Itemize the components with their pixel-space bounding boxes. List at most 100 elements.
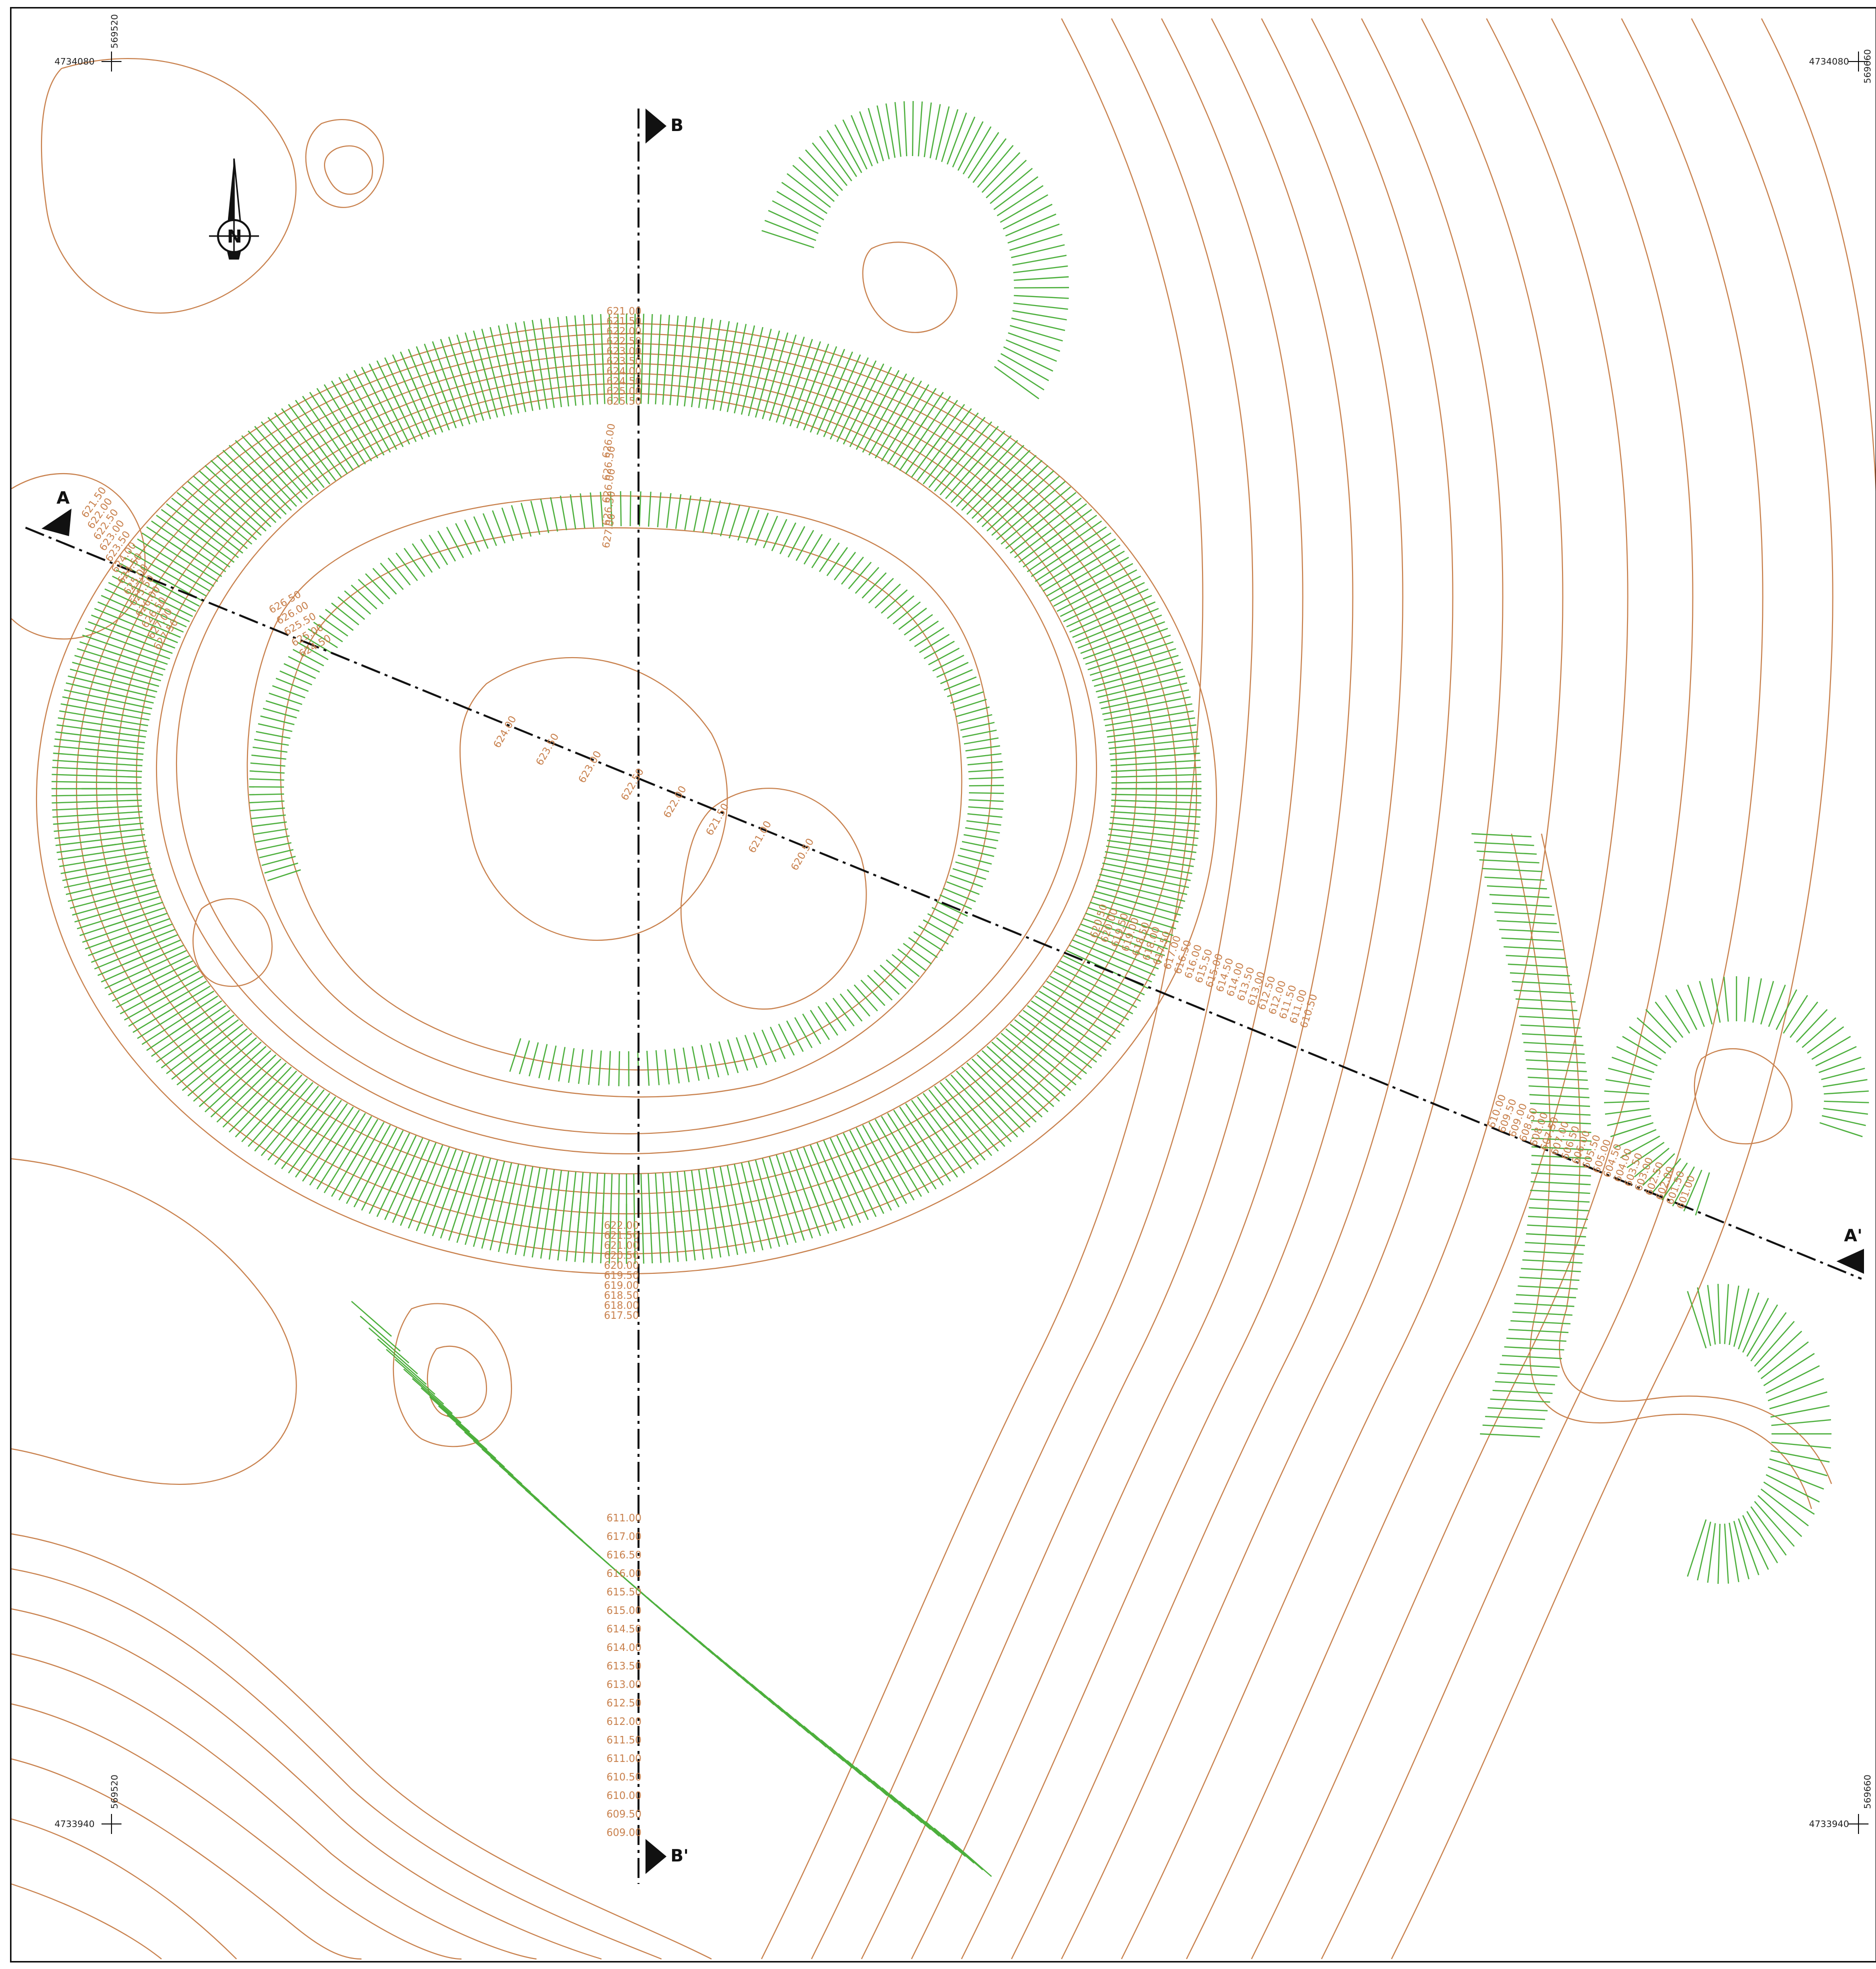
hachure-tick bbox=[1012, 255, 1067, 266]
hachure-tick bbox=[657, 492, 662, 528]
section-marker-a-prime[interactable]: A' bbox=[1836, 1226, 1864, 1274]
hachure-tick bbox=[675, 494, 682, 529]
elevation-label: 614.00 bbox=[606, 1641, 642, 1653]
hachure-tick bbox=[171, 543, 198, 561]
hachure-tick bbox=[1770, 1405, 1830, 1418]
hachure-tick bbox=[1100, 689, 1190, 710]
elevation-label: 624.00 bbox=[606, 365, 642, 377]
hachure-tick bbox=[82, 807, 112, 810]
hachure-tick bbox=[286, 440, 306, 465]
hachure-tick bbox=[806, 1177, 819, 1206]
map-canvas[interactable]: A A' B B' N 4734080 569520 4734080 56966… bbox=[12, 9, 1876, 1962]
hachure-tick bbox=[1604, 1100, 1650, 1103]
hachure-tick bbox=[990, 168, 1033, 204]
hachure-tick bbox=[864, 1773, 905, 1810]
hachure-tick bbox=[313, 622, 343, 643]
hachure-tick bbox=[264, 862, 298, 874]
hachure-tick bbox=[346, 1124, 391, 1204]
hachure-tick bbox=[1527, 1224, 1588, 1229]
hachure-tick bbox=[1038, 538, 1116, 587]
elevation-label: 612.50 bbox=[606, 1697, 642, 1709]
hachure-tick bbox=[1489, 894, 1550, 898]
hachure-tick bbox=[796, 530, 814, 561]
hachure-tick bbox=[82, 634, 168, 665]
elevation-label: 610.50 bbox=[606, 1771, 642, 1783]
hachure-tick bbox=[394, 1359, 436, 1395]
hachure-tick bbox=[692, 1046, 700, 1081]
hachure-tick bbox=[874, 970, 900, 995]
hachure-tick bbox=[834, 552, 856, 581]
hachure-tick bbox=[810, 349, 846, 433]
hachure-tick bbox=[464, 1431, 505, 1468]
hachure-tick bbox=[823, 354, 861, 438]
hachure-tick bbox=[390, 1162, 404, 1190]
hachure-tick bbox=[718, 1197, 724, 1227]
hachure-tick bbox=[1069, 945, 1152, 983]
hachure-tick bbox=[116, 632, 145, 644]
elevation-label: 622.50 bbox=[606, 335, 642, 347]
hachure-tick bbox=[1014, 503, 1087, 559]
section-line-a[interactable] bbox=[25, 527, 1862, 1280]
hachure-tick bbox=[260, 421, 319, 492]
hachure-tick bbox=[748, 329, 772, 417]
hachure-tick bbox=[70, 885, 158, 909]
hachure-tick bbox=[944, 676, 977, 691]
hachure-tick bbox=[711, 500, 721, 535]
elevation-label: 623.50 bbox=[606, 355, 642, 367]
hachure-tick bbox=[761, 1029, 776, 1062]
hachure-tick bbox=[1606, 1079, 1650, 1087]
hachure-tick bbox=[1496, 920, 1557, 925]
hachure-tick bbox=[582, 315, 591, 405]
hachure-tick bbox=[998, 481, 1021, 503]
hachure-tick bbox=[654, 314, 662, 405]
hachure-tick bbox=[986, 160, 1027, 199]
section-marker-a[interactable]: A bbox=[42, 488, 72, 536]
hachure-tick bbox=[927, 913, 959, 931]
hachure-tick bbox=[1754, 1501, 1795, 1547]
hachure-tick bbox=[552, 347, 558, 378]
hachure-tick bbox=[166, 503, 239, 559]
section-marker-b-prime[interactable]: B' bbox=[646, 1839, 688, 1874]
hachure-tick bbox=[968, 806, 1004, 810]
hachure-tick bbox=[249, 1088, 272, 1111]
hachure-tick bbox=[720, 502, 731, 537]
hachure-tick bbox=[368, 1327, 410, 1364]
hachure-tick bbox=[557, 1171, 570, 1261]
hachure-tick bbox=[1517, 1007, 1578, 1012]
hachure-tick bbox=[776, 191, 824, 221]
elevation-label: 621.50 bbox=[606, 315, 642, 327]
section-marker-b[interactable]: B bbox=[646, 109, 684, 144]
hachure-tick bbox=[964, 834, 998, 842]
hachure-tick bbox=[617, 1173, 620, 1264]
hachure-tick bbox=[662, 1172, 670, 1263]
hachure-tick bbox=[1746, 1511, 1778, 1563]
hachure-tick bbox=[1746, 1304, 1778, 1357]
svg-text:569520: 569520 bbox=[110, 1774, 120, 1809]
hachure-tick bbox=[1111, 799, 1202, 804]
hachure-tick bbox=[916, 1814, 958, 1850]
hachure-tick bbox=[1530, 1189, 1590, 1194]
hachure-tick bbox=[254, 426, 314, 496]
hachure-tick bbox=[346, 1144, 363, 1171]
hachure-tick bbox=[1116, 650, 1146, 661]
hachure-tick bbox=[1531, 1172, 1592, 1177]
hachure-tick bbox=[108, 650, 137, 661]
hachure-tick bbox=[53, 817, 143, 825]
hachure-tick bbox=[1480, 1433, 1540, 1438]
topographic-map[interactable]: A A' B B' N 4734080 569520 4734080 56966… bbox=[10, 7, 1876, 1962]
hachure-tick bbox=[146, 985, 174, 1000]
hachure-tick bbox=[1042, 1032, 1068, 1051]
hachure-tick bbox=[868, 578, 894, 604]
hachure-tick bbox=[662, 315, 670, 405]
hachure-tick bbox=[187, 1037, 257, 1097]
hachure-tick bbox=[899, 396, 951, 471]
hachure-tick bbox=[909, 620, 939, 642]
hachure-tick bbox=[250, 814, 286, 819]
hachure-tick bbox=[1482, 1424, 1543, 1429]
hachure-tick bbox=[700, 1045, 710, 1079]
hachure-tick bbox=[892, 601, 921, 625]
hachure-tick bbox=[392, 354, 430, 438]
hachure-tick bbox=[256, 731, 290, 739]
hachure-tick bbox=[351, 1301, 392, 1337]
elevation-label: 620.50 bbox=[604, 1249, 639, 1261]
